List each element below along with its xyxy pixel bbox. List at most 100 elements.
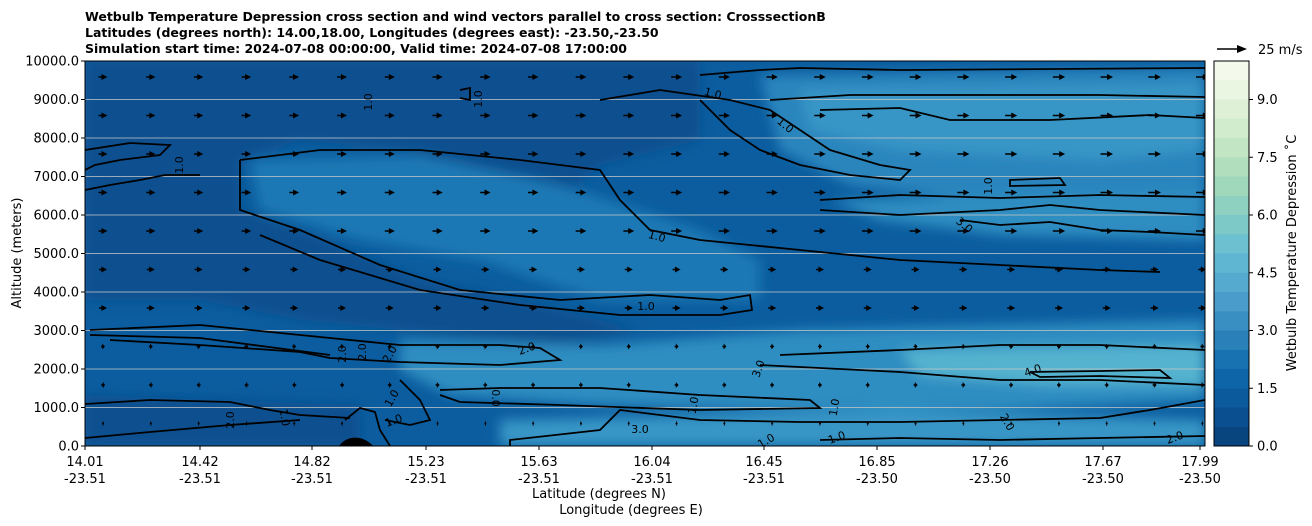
wind-vector [146,305,155,311]
contour-line [779,344,1205,356]
x-tick-label-lon: -23.51 [518,472,560,487]
wind-vector [914,420,917,427]
wind-vector [98,228,108,234]
wind-vector [146,74,156,80]
y-tick-label: 0.0 [58,440,79,455]
contour-label: 1.0 [383,412,404,430]
wind-vector [244,343,249,350]
contour-label: 1.0 [686,396,702,415]
colorbar-band [1214,253,1249,273]
wind-vector [435,343,440,350]
wind-vector [818,343,822,350]
colorbar-band [1214,272,1249,292]
wind-vector [384,189,395,196]
wind-vector [1195,74,1205,80]
wind-vector [671,74,683,80]
contour-fill-mid-right-band [800,85,1205,160]
wind-vector [292,382,297,388]
wind-vector [1055,305,1063,311]
wind-vector [814,189,826,196]
wind-vector [962,420,965,427]
colorbar-band [1214,311,1249,331]
wind-vector [866,420,869,427]
wind-vector [1100,228,1114,234]
colorbar: 0.0 1.5 3.0 4.5 6.0 7.5 9.0 [1213,60,1278,455]
wind-vector [909,74,922,80]
wind-vector [480,112,491,119]
x-tick-label-lon: -23.51 [405,472,447,487]
wind-vector [861,74,874,80]
wind-vector [532,420,535,427]
colorbar-band [1214,176,1249,196]
wind-vector [480,151,491,157]
wind-vector [675,420,678,427]
wind-vector [149,420,152,427]
x-tick-label-lon: -23.51 [179,472,221,487]
contour-line [819,194,1205,201]
wind-vector [98,189,108,196]
wind-vector [527,189,539,196]
wind-vector [436,420,439,427]
wind-vector [1052,74,1066,80]
wind-vector [289,189,300,196]
wind-vector [1058,420,1060,427]
y-tick-label: 3000.0 [34,324,80,339]
wind-vector [720,266,729,273]
wind-vector [768,305,777,311]
contour-line [599,89,912,181]
colorbar-bands [1213,60,1250,447]
contour-fill-dark-left [85,61,700,345]
wind-vector [193,112,204,119]
wind-vector [1100,151,1114,157]
wind-vector [292,343,297,350]
wind-vector [1052,151,1066,157]
wind-vector [626,343,631,350]
wind-vector [527,112,539,119]
y-tick-label: 6000.0 [34,209,80,224]
x-tick-label-lat: 14.42 [181,455,218,470]
wind-vector [99,266,107,273]
wind-vector [770,343,775,350]
wind-vector [433,305,442,311]
title-line-2: Latitudes (degrees north): 14.00,18.00, … [85,25,659,40]
wind-vector [1052,112,1066,119]
wind-vector [722,382,727,388]
wind-vector [527,151,539,157]
wind-vector [672,266,681,273]
wind-vector [718,228,730,234]
wind-vector [1005,189,1018,196]
wind-vector [957,74,970,80]
wind-vector [289,228,300,234]
wind-vector [623,112,635,119]
wind-vector [814,228,826,234]
x-tick-label-lon: -23.51 [631,472,673,487]
wind-vector [1152,382,1157,388]
wind-vector [1100,74,1114,80]
wind-vector [623,228,635,234]
wind-vector [245,420,248,427]
wind-vector [959,266,968,273]
wind-vector [1150,266,1159,273]
wind-vector [913,382,918,388]
wind-vector [768,266,777,273]
contour-line [439,387,823,411]
contour-label: 1.0 [647,228,667,245]
wind-vector [909,228,922,234]
wind-vector [766,112,778,119]
wind-vector [1009,382,1014,388]
contour-line [509,399,1205,446]
wind-vector [338,305,346,311]
wind-vector [432,228,443,234]
x-tick-label-lat: 15.63 [520,455,557,470]
wind-vector [432,112,443,119]
wind-vector [816,305,824,311]
contour-line [819,204,1205,216]
wind-vector [766,151,778,157]
wind-vector [289,112,300,119]
wind-vector [1005,151,1018,157]
wind-vector [480,74,491,80]
contour-line [384,379,432,426]
wind-vector [624,266,633,273]
wind-vector [101,343,105,350]
wind-vector [337,151,347,157]
